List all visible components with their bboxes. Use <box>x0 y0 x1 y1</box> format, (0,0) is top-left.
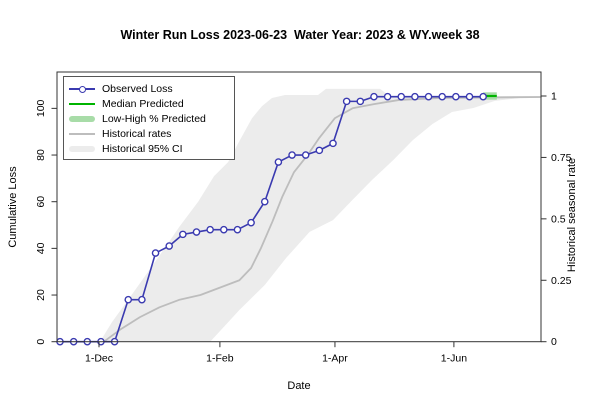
y-right-tick-label: 0.25 <box>551 275 572 287</box>
legend-item: Low-High % Predicted <box>69 111 234 126</box>
data-point <box>342 97 351 106</box>
x-tick-label: 1-Apr <box>322 353 348 365</box>
data-point <box>192 228 201 236</box>
plot-border <box>56 71 542 343</box>
legend-item: Historical rates <box>69 126 234 141</box>
y-left-tick-label: 100 <box>35 99 47 117</box>
legend-item-label: Historical rates <box>102 127 172 140</box>
data-point <box>315 146 324 155</box>
data-point <box>301 151 310 159</box>
data-point <box>479 92 487 101</box>
x-axis-label: Date <box>287 380 311 392</box>
data-point <box>124 295 133 304</box>
observed-loss-key-icon <box>69 84 95 94</box>
median-predicted-key-icon <box>69 99 95 109</box>
y-axis-right-label: Historical seasonal rate <box>566 157 578 273</box>
y-right-tick-label: 1 <box>551 91 557 103</box>
legend: Observed Loss Median Predicted Low-High … <box>63 76 235 160</box>
data-point <box>397 92 406 101</box>
legend-item-label: Low-High % Predicted <box>102 112 206 125</box>
y-right-tick-label: 0.5 <box>551 213 566 225</box>
historical-ci-key-icon <box>69 144 95 154</box>
data-point <box>219 225 228 234</box>
y-left-tick-label: 60 <box>35 196 47 208</box>
data-point <box>260 197 269 206</box>
axis-ticks <box>51 95 547 348</box>
data-point <box>452 92 460 101</box>
data-point <box>424 92 433 101</box>
legend-item: Observed Loss <box>69 81 234 96</box>
data-point <box>288 151 296 159</box>
legend-item: Historical 95% CI <box>69 141 234 156</box>
data-point <box>370 92 378 101</box>
data-point <box>411 92 419 101</box>
y-left-tick-label: 80 <box>35 149 47 161</box>
axis-tick-labels: 1-Dec 1-Feb 1-Apr 1-Jun 0 20 40 60 80 100 0 0.25 0.5… <box>35 91 572 365</box>
legend-item: Median Predicted <box>69 96 234 111</box>
data-point <box>438 92 447 101</box>
historical-rates-line <box>104 96 542 342</box>
data-point <box>233 225 242 234</box>
y-right-tick-label: 0 <box>551 336 557 348</box>
x-tick-label: 1-Dec <box>85 353 113 365</box>
chart-title: Winter Run Loss 2023-06-23 Water Year: 2… <box>120 28 480 42</box>
data-point <box>356 97 365 106</box>
legend-item-label: Observed Loss <box>102 82 173 95</box>
x-tick-label: 1-Jun <box>441 353 467 365</box>
data-point <box>165 242 173 250</box>
data-point <box>179 230 187 239</box>
data-point <box>329 139 337 148</box>
data-point <box>138 295 146 304</box>
y-left-tick-label: 40 <box>35 242 47 254</box>
data-point <box>247 218 255 227</box>
legend-item-label: Historical 95% CI <box>102 142 183 155</box>
low-high-band-key-icon <box>69 114 95 124</box>
legend-item-label: Median Predicted <box>102 97 184 110</box>
data-point <box>465 92 474 101</box>
y-right-tick-label: 0.75 <box>551 152 572 164</box>
data-point <box>383 92 392 101</box>
data-point <box>274 158 283 166</box>
data-point <box>151 249 160 257</box>
data-point <box>206 225 214 234</box>
x-tick-label: 1-Feb <box>206 353 234 365</box>
y-left-tick-label: 20 <box>35 289 47 301</box>
historical-rates-key-icon <box>69 129 95 139</box>
y-axis-left-label: Cumulative Loss <box>7 166 19 248</box>
historical-ci-band <box>99 88 541 342</box>
y-left-tick-label: 0 <box>35 339 47 345</box>
